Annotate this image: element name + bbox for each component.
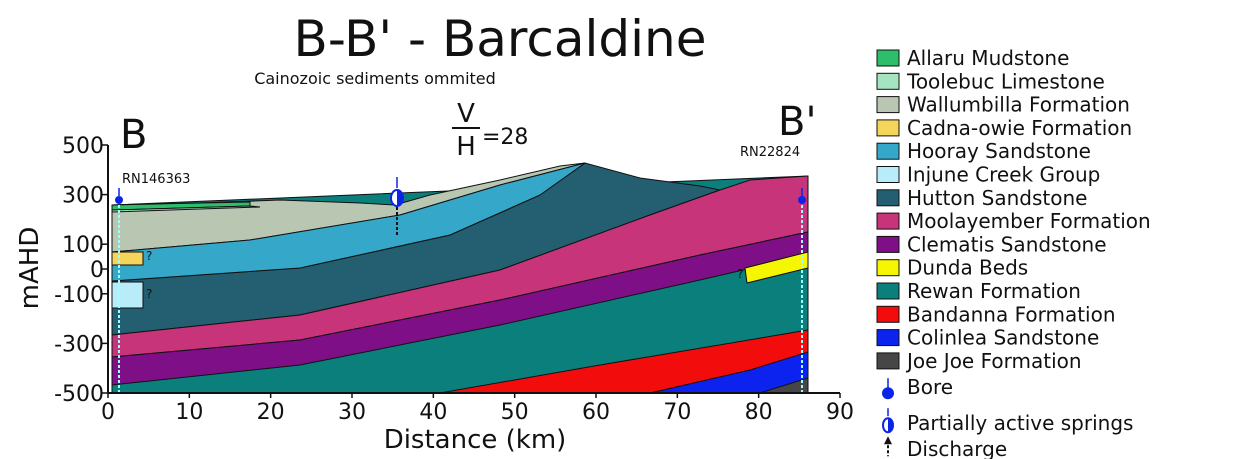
x-axis-label: Distance (km): [384, 425, 567, 455]
legend-label: Toolebuc Limestone: [906, 69, 1105, 93]
y-tick-label: -100: [54, 283, 104, 308]
end-label: B': [778, 99, 816, 145]
legend-swatch: [876, 96, 900, 114]
y-tick-label: -300: [54, 332, 104, 357]
x-tick-label: 90: [826, 400, 854, 425]
x-tick-label: 10: [175, 400, 203, 425]
legend-label: Colinlea Sandstone: [907, 326, 1099, 350]
legend-label: Clematis Sandstone: [907, 232, 1107, 256]
layer: [744, 251, 809, 284]
start-label: B: [120, 112, 147, 158]
layer: [111, 251, 144, 266]
legend-label: Hutton Sandstone: [907, 186, 1087, 210]
legend-swatch: [876, 329, 900, 347]
query-mark: ?: [146, 249, 152, 263]
legend-label: Joe Joe Formation: [905, 349, 1082, 373]
bore-symbol: [798, 196, 806, 204]
subtitle: Cainozoic sediments ommited: [254, 69, 496, 88]
legend-swatch: [876, 212, 900, 230]
legend-swatch: [876, 142, 900, 160]
x-tick-label: 70: [663, 400, 691, 425]
legend-label: Partially active springs: [907, 411, 1133, 435]
bore-label: RN22824: [740, 145, 800, 160]
legend-swatch: [876, 119, 900, 137]
y-tick-label: 500: [62, 134, 104, 159]
legend-swatch: [876, 166, 900, 183]
layer: [111, 205, 261, 213]
legend-swatch: [876, 189, 900, 207]
bore-symbol: [115, 196, 123, 204]
x-tick-label: 60: [582, 400, 610, 425]
layer: [111, 162, 586, 282]
legend-label: Moolayember Formation: [907, 209, 1151, 233]
y-tick-label: -500: [54, 382, 104, 407]
legend-swatch: [876, 352, 900, 370]
bore-label: RN146363: [122, 172, 190, 187]
query-mark: ?: [737, 267, 743, 281]
x-tick-label: 50: [501, 400, 529, 425]
legend-label: Bore: [907, 375, 953, 399]
spring-half: [397, 190, 403, 206]
legend-label: Cadna-owie Formation: [907, 116, 1132, 140]
legend-swatch: [876, 72, 900, 90]
legend-label: Hooray Sandstone: [907, 139, 1091, 163]
x-tick-label: 40: [419, 400, 447, 425]
y-tick-label: 300: [62, 184, 104, 209]
y-tick-label: 0: [90, 258, 104, 283]
x-tick-label: 20: [257, 400, 285, 425]
legend-swatch: [876, 49, 900, 67]
legend-label: Wallumbilla Formation: [907, 93, 1130, 117]
legend-label: Dunda Beds: [907, 256, 1028, 280]
title: B-B' - Barcaldine: [294, 10, 707, 68]
y-tick-label: 100: [62, 233, 104, 258]
x-tick-label: 80: [745, 400, 773, 425]
legend-swatch: [876, 305, 900, 323]
x-tick-label: 0: [101, 400, 115, 425]
legend-discharge-head: [884, 436, 892, 445]
legend-label: Rewan Formation: [907, 279, 1081, 303]
ratio-value: =28: [482, 125, 528, 150]
legend-swatch: [876, 259, 900, 277]
legend-label: Discharge: [907, 437, 1007, 459]
legend-label: Bandanna Formation: [907, 302, 1116, 326]
legend-swatch: [876, 282, 900, 300]
legend-label: Injune Creek Group: [907, 163, 1100, 187]
layer: [111, 281, 144, 309]
y-axis-label: mAHD: [15, 227, 45, 310]
legend-swatch: [876, 235, 900, 253]
ratio-h: H: [456, 132, 476, 162]
legend-spring-half: [888, 418, 893, 433]
query-mark: ?: [146, 287, 152, 301]
x-tick-label: 30: [338, 400, 366, 425]
legend-bore: [882, 387, 894, 400]
ratio-v: V: [457, 99, 475, 129]
legend-label: Allaru Mudstone: [907, 46, 1069, 70]
layer: [111, 201, 251, 211]
